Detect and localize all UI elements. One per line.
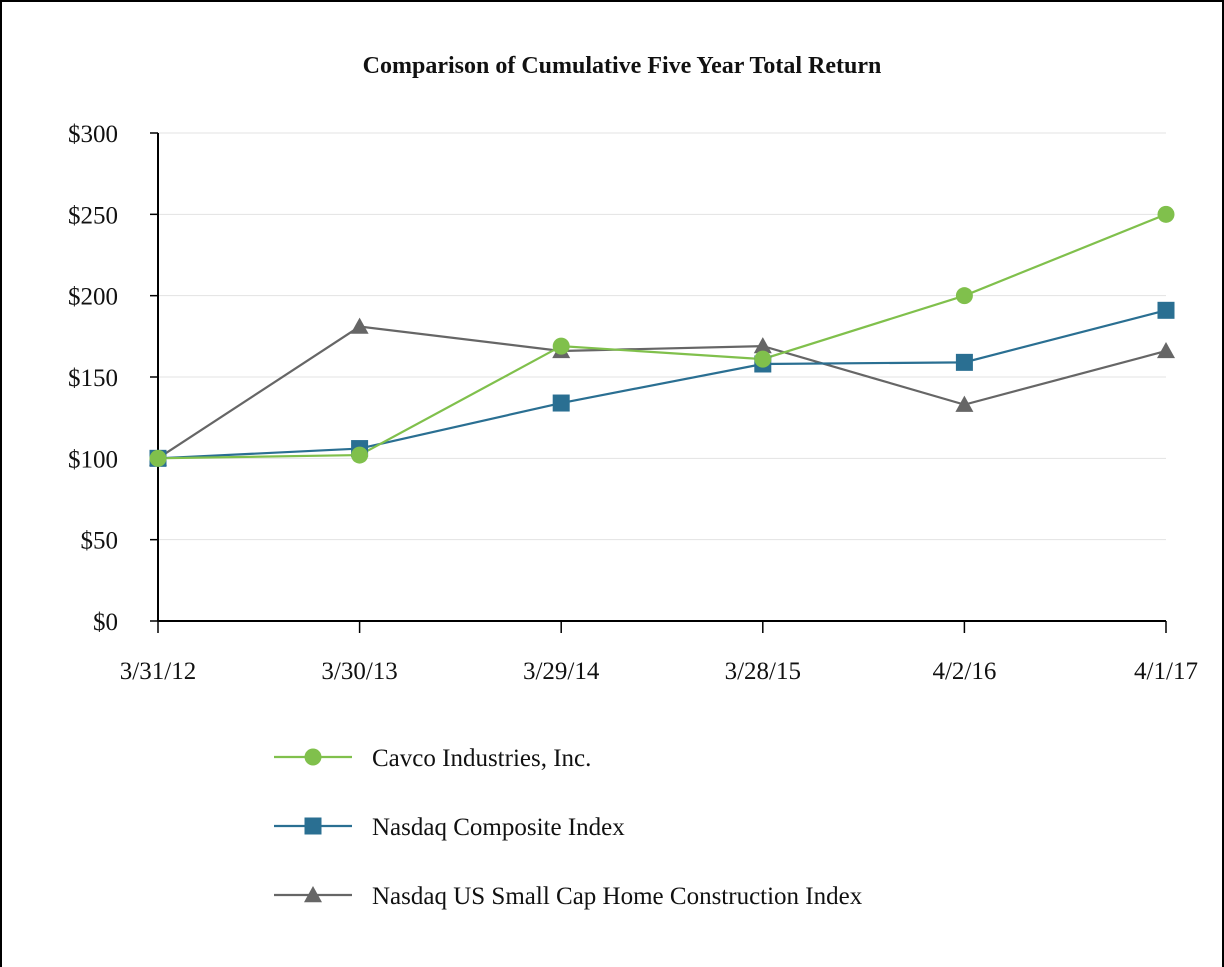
x-tick-label: 3/29/14 [523, 658, 600, 685]
x-tick-label: 3/31/12 [120, 658, 196, 685]
series-2-point [350, 317, 369, 334]
series-1-point [955, 353, 973, 371]
series-0-point [955, 287, 973, 305]
legend-label: Nasdaq Composite Index [372, 814, 625, 841]
y-tick-label: $50 [81, 528, 119, 555]
series-2-point [1157, 341, 1175, 359]
series-line-1 [157, 309, 1167, 460]
series-1-point [1157, 301, 1175, 319]
legend-marker [304, 748, 322, 766]
series-line-2 [157, 325, 1167, 460]
series-line-0 [157, 213, 1167, 460]
legend-label: Cavco Industries, Inc. [372, 745, 591, 772]
series-0-point [149, 449, 167, 467]
y-tick-label: $100 [68, 446, 118, 473]
series-2-point [955, 395, 974, 412]
series-0-point [1157, 205, 1175, 223]
gridlines [158, 132, 1166, 541]
series-1-point [552, 394, 570, 412]
series-0-point [552, 337, 570, 355]
series-lines [149, 205, 1175, 467]
legend-marker [304, 886, 322, 903]
legend-label: Nasdaq US Small Cap Home Construction In… [372, 883, 863, 910]
axes: $0 $50 $100 $150 $200 $250 $300 3/31/12 3/30/13 3… [68, 121, 1198, 685]
series-0-point [351, 446, 369, 464]
x-tick-label: 4/2/16 [932, 658, 996, 685]
legend-marker [304, 817, 322, 835]
x-tick-label: 4/1/17 [1134, 658, 1198, 685]
y-tick-label: $0 [93, 609, 118, 636]
y-tick-label: $150 [68, 365, 118, 392]
series-2-point [753, 337, 772, 354]
series-0-point [754, 350, 772, 368]
chart-title: Comparison of Cumulative Five Year Total… [363, 53, 882, 79]
y-tick-label: $250 [68, 202, 118, 229]
y-tick-label: $200 [68, 284, 118, 311]
x-tick-label: 3/30/13 [321, 658, 397, 685]
legend: Cavco Industries, Inc. Nasdaq Composite I… [274, 745, 863, 910]
y-tick-label: $300 [68, 121, 118, 148]
x-tick-label: 3/28/15 [725, 658, 801, 685]
